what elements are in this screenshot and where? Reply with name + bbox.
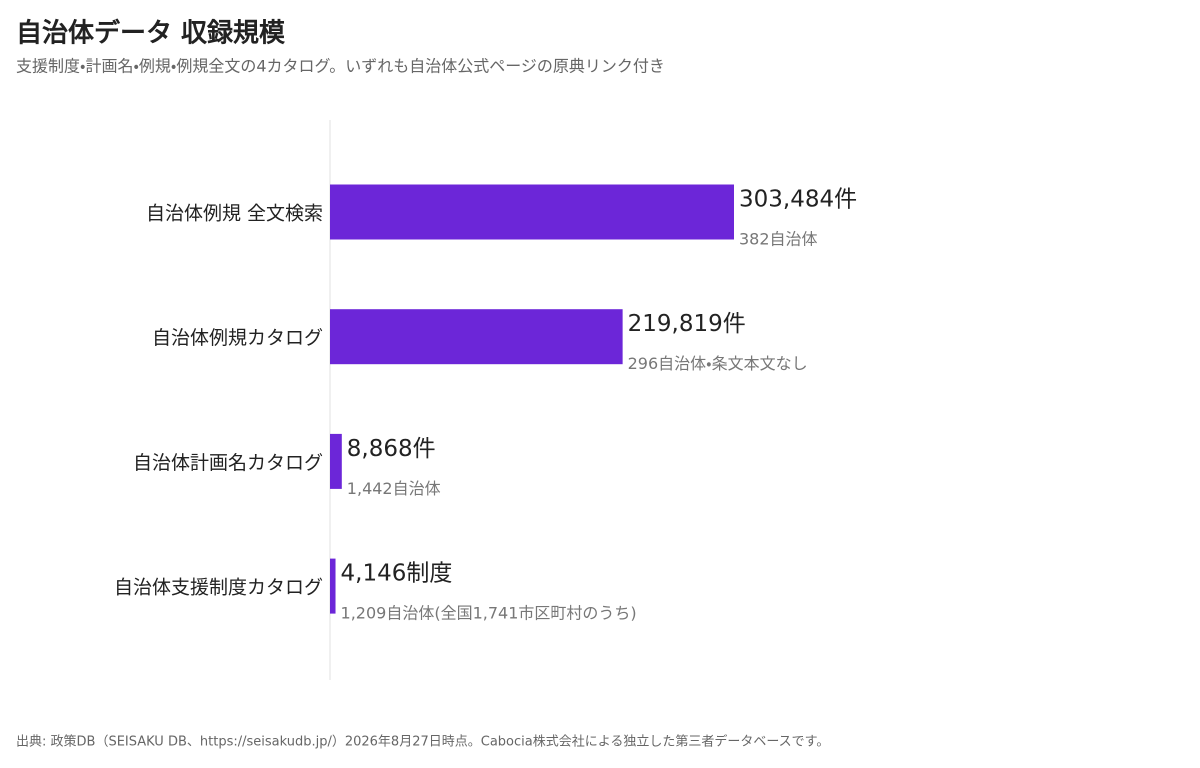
bar-note: 382自治体 [739,230,818,249]
bar-note: 296自治体・条文本文なし [628,354,808,373]
chart-title: 自治体データ 収録規模 [16,18,286,49]
source-note: 出典: 政策DB（SEISAKU DB、https://seisakudb.jp… [16,734,829,750]
bar [330,433,342,489]
category-label: 自治体例規 全文検索 [146,203,323,225]
value-label: 4,146制度 [341,561,453,587]
value-label: 8,868件 [347,436,436,462]
bar [330,558,336,614]
bar-note: 1,209自治体(全国1,741市区町村のうち) [341,604,637,623]
bar-note: 1,442自治体 [347,479,441,498]
bar [330,184,734,240]
value-label: 219,819件 [628,311,746,337]
bar [330,309,623,365]
chart-subtitle: 支援制度・計画名・例規・例規全文の4カタログ。いずれも自治体公式ページの原典リン… [16,57,665,76]
category-label: 自治体支援制度カタログ [114,577,323,599]
category-label: 自治体例規カタログ [152,327,323,349]
value-label: 303,484件 [739,187,857,213]
category-label: 自治体計画名カタログ [133,452,323,474]
